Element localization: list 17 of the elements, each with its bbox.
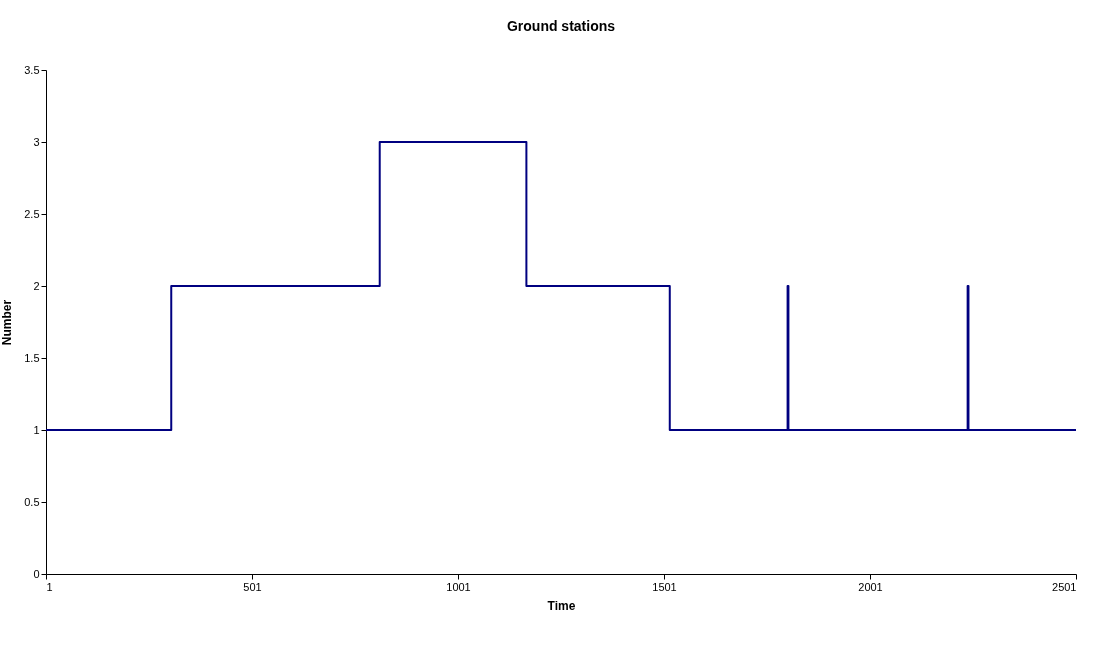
y-axis-title: Number [0,299,15,346]
y-tick-label: 1 [33,423,40,436]
y-tick-label: 2.5 [24,207,40,220]
y-tick-label: 0.5 [24,495,40,508]
x-tick-label: 1 [46,580,53,593]
x-tick-label: 501 [243,580,262,593]
x-tick-label: 2001 [858,580,883,593]
x-tick-label: 2501 [1052,580,1077,593]
y-tick-label: 3 [33,135,40,148]
x-tick-label: 1001 [446,580,471,593]
chart-title: Ground stations [506,18,616,34]
y-tick-label: 2 [33,279,40,292]
y-tick-label: 0 [33,567,40,580]
x-axis-title: Time [547,598,576,613]
y-tick-label: 1.5 [24,351,40,364]
x-tick-label: 1501 [652,580,677,593]
y-tick-label: 3.5 [24,63,40,76]
